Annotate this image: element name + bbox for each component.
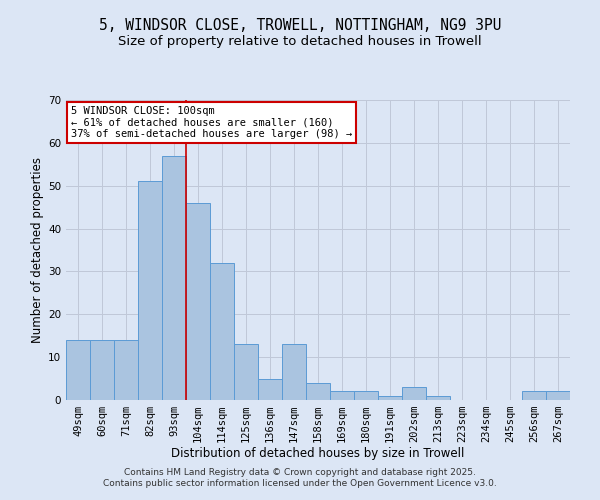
Text: 5, WINDSOR CLOSE, TROWELL, NOTTINGHAM, NG9 3PU: 5, WINDSOR CLOSE, TROWELL, NOTTINGHAM, N… <box>99 18 501 32</box>
Bar <box>210 263 234 400</box>
Bar <box>138 182 162 400</box>
Bar <box>282 344 306 400</box>
Bar <box>402 387 426 400</box>
Bar <box>306 383 330 400</box>
X-axis label: Distribution of detached houses by size in Trowell: Distribution of detached houses by size … <box>172 446 464 460</box>
Bar <box>90 340 114 400</box>
Bar <box>258 378 282 400</box>
Bar <box>114 340 138 400</box>
Bar <box>378 396 402 400</box>
Bar <box>234 344 258 400</box>
Bar <box>186 203 210 400</box>
Text: 5 WINDSOR CLOSE: 100sqm
← 61% of detached houses are smaller (160)
37% of semi-d: 5 WINDSOR CLOSE: 100sqm ← 61% of detache… <box>71 106 352 139</box>
Bar <box>354 392 378 400</box>
Bar <box>66 340 90 400</box>
Bar <box>522 392 546 400</box>
Text: Contains HM Land Registry data © Crown copyright and database right 2025.
Contai: Contains HM Land Registry data © Crown c… <box>103 468 497 487</box>
Y-axis label: Number of detached properties: Number of detached properties <box>31 157 44 343</box>
Text: Size of property relative to detached houses in Trowell: Size of property relative to detached ho… <box>118 34 482 48</box>
Bar <box>426 396 450 400</box>
Bar <box>162 156 186 400</box>
Bar <box>330 392 354 400</box>
Bar <box>546 392 570 400</box>
